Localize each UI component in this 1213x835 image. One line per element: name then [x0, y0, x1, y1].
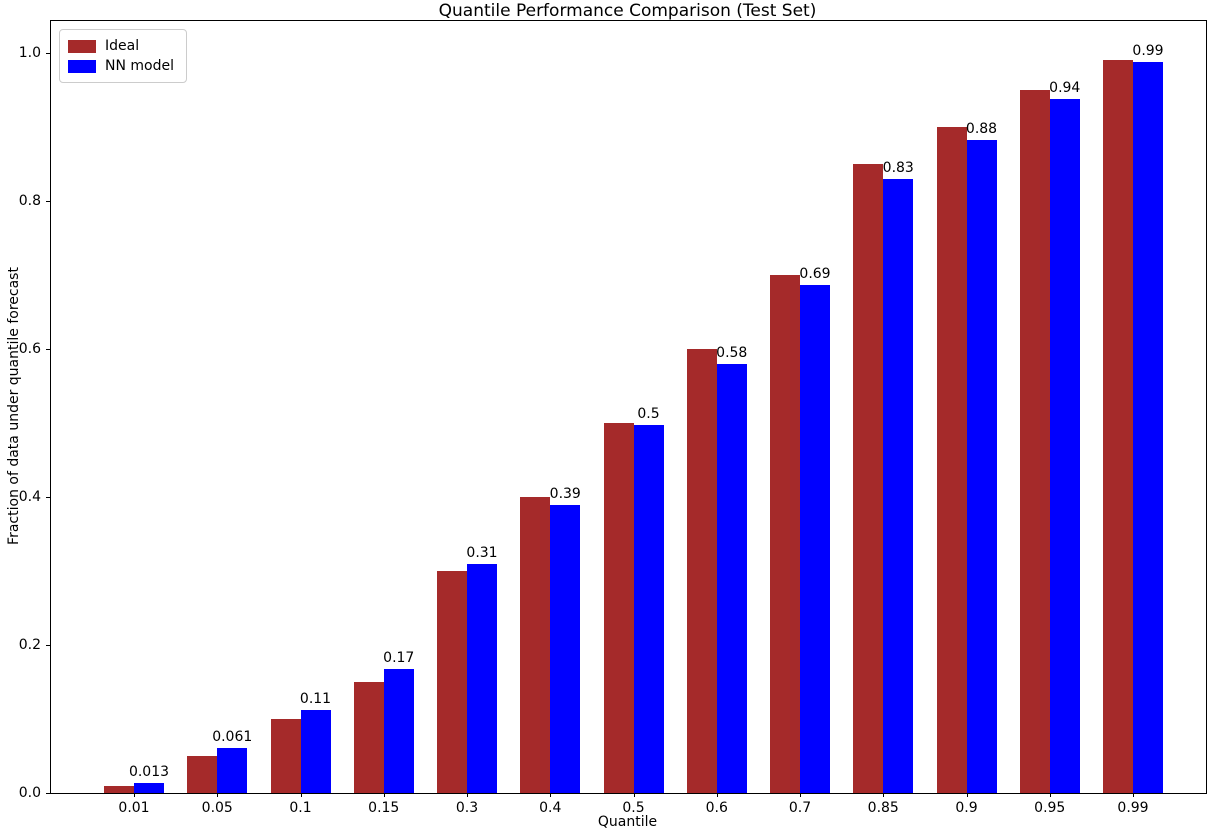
bar-ideal-0.7	[770, 274, 800, 793]
x-tick-label-0.05: 0.05	[201, 800, 233, 816]
x-tick-mark-0.85	[883, 793, 885, 797]
bar-ideal-0.01	[104, 785, 134, 793]
x-tick-mark-0.5	[633, 793, 635, 797]
x-tick-label-0.9: 0.9	[955, 800, 978, 816]
x-tick-label-0.7: 0.7	[788, 800, 812, 816]
bar-ideal-0.1	[270, 718, 301, 793]
x-tick-mark-0.99	[1133, 793, 1134, 797]
legend-swatch-ideal	[68, 39, 96, 53]
x-tick-label-0.01: 0.01	[118, 800, 150, 816]
legend-label-ideal: Ideal	[105, 38, 140, 54]
bar-ideal-0.9	[936, 126, 967, 793]
bar-value-label-0.6: 0.58	[716, 344, 748, 361]
x-tick-mark-0.1	[300, 793, 302, 797]
bar-ideal-0.5	[603, 422, 634, 793]
bar-value-label-0.4: 0.39	[549, 486, 581, 503]
y-tick-label-1.0: 1.0	[18, 44, 41, 61]
x-tick-label-0.85: 0.85	[867, 800, 899, 816]
bar-value-label-0.1: 0.11	[299, 691, 332, 708]
bar-nn-model-0.4	[550, 505, 581, 793]
x-tick-label-0.15: 0.15	[368, 800, 400, 816]
x-tick-label-0.95: 0.95	[1034, 800, 1066, 816]
bar-nn-model-0.01	[134, 783, 164, 793]
y-tick-mark-0.4	[46, 496, 50, 498]
bar-value-label-0.99: 0.99	[1132, 43, 1164, 60]
legend-item-nn-model: NN model	[68, 56, 174, 76]
bar-ideal-0.4	[520, 496, 551, 793]
bar-nn-model-0.05	[217, 747, 248, 793]
y-tick-mark-0.0	[46, 793, 50, 794]
x-tick-mark-0.01	[134, 793, 135, 797]
x-tick-mark-0.4	[550, 793, 552, 797]
legend: Ideal NN model	[59, 29, 187, 83]
bar-ideal-0.85	[853, 163, 884, 793]
legend-swatch-nn-model	[68, 59, 96, 73]
y-tick-label-0.8: 0.8	[18, 192, 41, 209]
x-tick-label-0.5: 0.5	[622, 800, 645, 816]
chart-title: Quantile Performance Comparison (Test Se…	[438, 1, 817, 21]
bar-value-label-0.05: 0.061	[212, 728, 253, 745]
bar-nn-model-0.7	[800, 284, 830, 793]
y-tick-label-0.0: 0.0	[18, 785, 41, 801]
x-tick-label-0.6: 0.6	[705, 800, 728, 816]
x-tick-label-0.1: 0.1	[289, 800, 312, 816]
y-tick-mark-1.0	[46, 52, 50, 54]
x-tick-mark-0.3	[467, 793, 468, 797]
bar-ideal-0.95	[1019, 89, 1050, 793]
x-tick-mark-0.95	[1049, 793, 1051, 797]
x-tick-label-0.3: 0.3	[455, 800, 479, 816]
bar-ideal-0.05	[187, 756, 218, 793]
y-tick-mark-0.2	[46, 644, 50, 646]
bar-nn-model-0.15	[383, 668, 414, 793]
y-tick-label-0.6: 0.6	[18, 340, 41, 357]
x-axis-label: Quantile	[597, 814, 658, 830]
x-tick-mark-0.05	[217, 793, 219, 797]
bar-value-label-0.5: 0.5	[637, 406, 660, 423]
bar-nn-model-0.9	[966, 140, 997, 793]
bar-value-label-0.9: 0.88	[965, 121, 998, 138]
x-tick-label-0.4: 0.4	[539, 800, 562, 816]
bar-nn-model-0.5	[633, 425, 664, 793]
bar-value-label-0.01: 0.013	[128, 764, 170, 781]
bar-nn-model-0.3	[467, 563, 497, 793]
y-tick-mark-0.8	[46, 200, 50, 202]
bar-value-label-0.85: 0.83	[882, 160, 914, 177]
bar-ideal-0.3	[437, 570, 467, 793]
bar-nn-model-0.6	[716, 363, 747, 793]
y-tick-label-0.2: 0.2	[18, 636, 41, 653]
bar-value-label-0.95: 0.94	[1049, 80, 1081, 97]
plot-area: 0.013 0.061 0.11 0.17 0.31 0.39 0.5 0.58 0.69 0.8…	[19, 20, 1207, 816]
bar-nn-model-0.99	[1133, 62, 1163, 793]
y-tick-mark-0.6	[46, 348, 50, 350]
legend-item-ideal: Ideal	[68, 36, 174, 56]
bar-nn-model-0.1	[300, 710, 331, 793]
bar-ideal-0.6	[686, 348, 717, 793]
x-tick-mark-0.15	[383, 793, 385, 797]
bar-ideal-0.99	[1103, 60, 1133, 793]
x-tick-mark-0.7	[800, 793, 801, 797]
bar-nn-model-0.95	[1049, 99, 1080, 793]
x-tick-mark-0.6	[716, 793, 718, 797]
y-tick-label-0.4: 0.4	[18, 488, 41, 505]
x-tick-label-0.99: 0.99	[1117, 800, 1149, 816]
bar-nn-model-0.85	[883, 179, 914, 793]
bar-ideal-0.15	[353, 681, 384, 793]
bar-value-label-0.3: 0.31	[466, 544, 498, 561]
bar-value-label-0.15: 0.17	[383, 649, 415, 666]
legend-label-nn-model: NN model	[105, 58, 174, 74]
x-tick-mark-0.9	[966, 793, 968, 797]
bar-value-label-0.7: 0.69	[799, 265, 831, 282]
